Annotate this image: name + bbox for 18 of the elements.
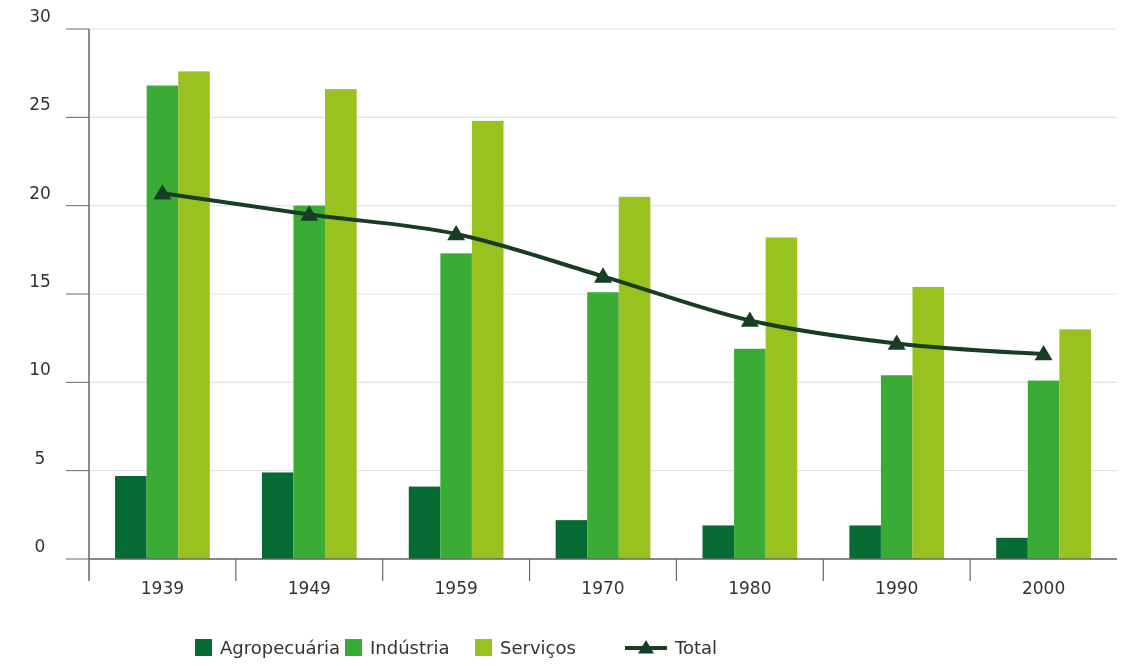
y-tick-label: 0: [34, 536, 46, 556]
y-tick-label: 15: [29, 271, 51, 291]
x-tick-label: 2000: [1021, 578, 1066, 598]
legend-label: Serviços: [500, 637, 576, 658]
legend-label: Indústria: [370, 637, 450, 658]
x-tick-label: 1980: [728, 578, 772, 598]
x-tick-label: 1949: [287, 578, 331, 598]
y-tick-label: 20: [29, 182, 51, 203]
x-tick-label: 1990: [875, 578, 919, 598]
y-tick-label: 5: [34, 447, 46, 468]
y-tick-label: 30: [29, 6, 51, 26]
x-tick-label: 1939: [140, 578, 185, 598]
legend-label: Total: [674, 637, 718, 658]
y-tick-label: 25: [29, 94, 51, 115]
x-tick-label: 1959: [434, 578, 478, 598]
y-tick-label: 10: [29, 359, 51, 380]
x-tick-label: 1970: [581, 578, 625, 598]
legend-label: Agropecuária: [220, 637, 341, 658]
